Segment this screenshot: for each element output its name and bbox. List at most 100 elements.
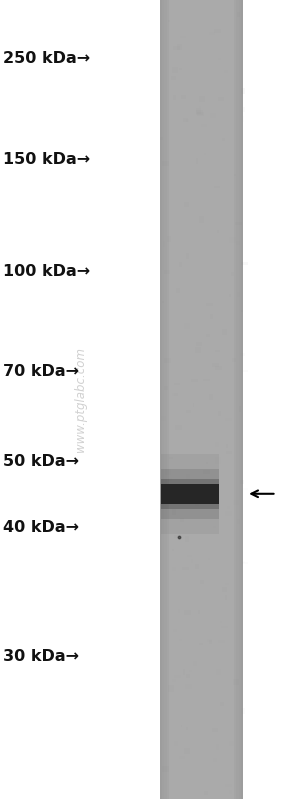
Bar [199, 419, 203, 423]
Bar [195, 42, 199, 47]
Bar [180, 36, 185, 38]
Bar [164, 399, 166, 401]
Bar [177, 45, 183, 50]
Bar [162, 0, 164, 799]
Bar [172, 76, 177, 81]
Text: 30 kDa→: 30 kDa→ [3, 650, 79, 664]
Bar [206, 303, 213, 307]
Bar [209, 524, 210, 528]
Bar [176, 522, 181, 525]
Bar [164, 244, 167, 245]
Bar [198, 760, 204, 765]
Bar [196, 44, 204, 48]
Bar [227, 167, 230, 173]
Bar [164, 386, 168, 390]
Bar [165, 548, 168, 551]
Bar [237, 333, 243, 339]
Bar [201, 640, 204, 643]
Bar [173, 509, 176, 515]
Bar [237, 617, 240, 620]
Bar [163, 484, 167, 488]
Bar [211, 113, 216, 118]
Bar [217, 230, 219, 233]
Bar [169, 392, 174, 397]
Bar [241, 262, 248, 264]
Bar [229, 790, 232, 794]
Bar [221, 626, 228, 629]
Bar [185, 72, 188, 76]
Bar [196, 108, 201, 113]
Bar [232, 121, 234, 126]
Bar [182, 567, 189, 570]
Bar [172, 403, 178, 404]
Bar [198, 112, 204, 116]
Bar [210, 512, 213, 518]
Bar [196, 109, 203, 115]
Bar [224, 70, 228, 73]
Bar [228, 623, 234, 629]
Bar [231, 272, 234, 276]
Text: 250 kDa→: 250 kDa→ [3, 51, 90, 66]
Bar [227, 635, 232, 638]
Bar [198, 145, 200, 150]
Bar [183, 783, 186, 786]
Bar [237, 519, 240, 524]
Bar [203, 489, 209, 492]
Bar [240, 480, 244, 483]
Text: 40 kDa→: 40 kDa→ [3, 520, 79, 535]
Bar [184, 748, 190, 754]
Bar [194, 217, 201, 222]
Bar [222, 587, 227, 592]
Bar [177, 492, 182, 495]
Bar [225, 418, 232, 421]
Bar [200, 580, 204, 584]
Bar [213, 363, 219, 367]
Bar [184, 96, 188, 101]
Bar [192, 548, 194, 554]
Bar [194, 64, 196, 68]
Bar [186, 727, 188, 730]
Bar [239, 0, 241, 799]
Bar [191, 603, 194, 607]
Bar [240, 353, 245, 356]
Bar [232, 428, 236, 431]
Bar [160, 0, 243, 799]
Bar [193, 661, 197, 666]
Bar [191, 271, 194, 273]
Bar [236, 116, 244, 122]
Bar [173, 629, 177, 632]
Bar [167, 789, 169, 790]
Bar [216, 748, 222, 749]
Bar [191, 559, 193, 563]
Bar [164, 142, 170, 148]
Bar [208, 717, 211, 722]
Bar [215, 334, 217, 337]
Bar [162, 161, 168, 165]
Bar [175, 674, 181, 678]
Bar [209, 640, 212, 644]
Bar [161, 484, 219, 504]
Bar [225, 678, 227, 684]
Bar [179, 756, 185, 759]
Bar [185, 536, 189, 542]
Text: www.ptglabc.com: www.ptglabc.com [74, 347, 87, 452]
Bar [230, 741, 234, 746]
Bar [209, 558, 210, 560]
Bar [223, 732, 228, 736]
Bar [199, 217, 204, 223]
Bar [222, 186, 228, 192]
Bar [174, 535, 178, 538]
Bar [161, 469, 219, 519]
Bar [224, 29, 231, 35]
Bar [213, 526, 216, 528]
Bar [226, 511, 232, 515]
Bar [214, 186, 221, 188]
Bar [216, 147, 220, 149]
Bar [191, 379, 198, 382]
Bar [233, 500, 239, 505]
Bar [229, 766, 234, 771]
Bar [183, 118, 188, 122]
Bar [175, 439, 177, 445]
Bar [238, 587, 242, 591]
Bar [218, 411, 221, 416]
